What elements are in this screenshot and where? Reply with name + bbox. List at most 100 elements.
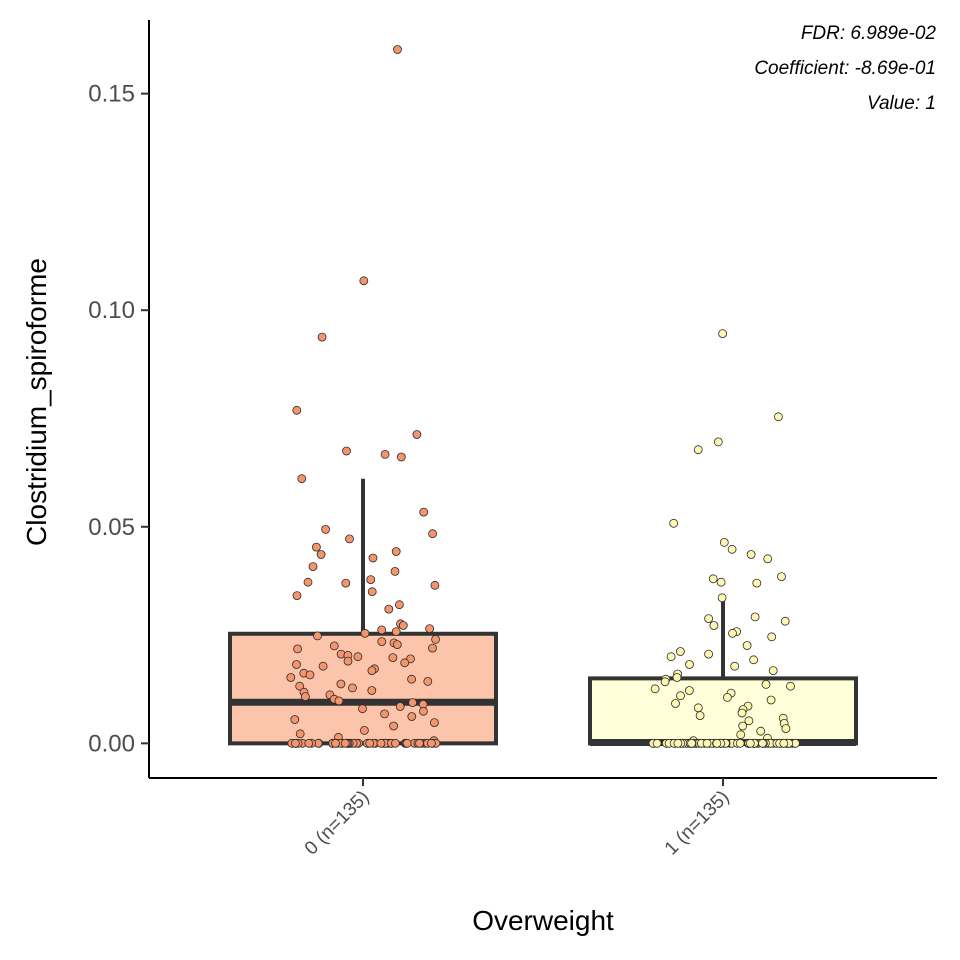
data-point: [286, 673, 296, 682]
group-1: [588, 329, 858, 748]
data-point: [687, 738, 696, 748]
data-point: [367, 666, 377, 675]
data-point: [316, 550, 326, 559]
data-point: [431, 635, 441, 644]
data-point: [716, 577, 726, 587]
data-point: [317, 332, 327, 342]
data-point: [766, 695, 776, 705]
group-0: [228, 45, 498, 748]
data-point: [398, 621, 408, 630]
data-point: [749, 655, 758, 665]
data-point: [652, 738, 662, 748]
data-point: [779, 738, 789, 748]
data-point: [727, 544, 737, 554]
data-point: [367, 686, 377, 695]
data-point: [384, 604, 394, 614]
data-point: [334, 696, 344, 706]
data-point: [415, 738, 424, 748]
data-point: [311, 542, 321, 552]
data-point: [685, 660, 694, 669]
data-point: [395, 702, 405, 711]
data-point: [292, 660, 301, 669]
data-point: [359, 276, 369, 286]
plot-area: [228, 45, 858, 748]
data-point: [425, 624, 435, 633]
data-point: [666, 652, 676, 662]
data-point: [308, 562, 318, 571]
data-point: [719, 538, 729, 547]
data-point: [709, 621, 719, 630]
data-point: [695, 711, 705, 720]
data-point: [780, 616, 790, 626]
data-point: [693, 703, 703, 713]
data-point: [735, 738, 745, 748]
fdr-annotation: FDR: 6.989e-02: [801, 23, 937, 44]
data-point: [329, 641, 339, 651]
data-point: [708, 574, 718, 584]
data-point: [704, 614, 713, 623]
data-point: [718, 329, 727, 339]
data-point: [292, 405, 302, 415]
data-point: [430, 580, 440, 590]
coefficient-annotation: Coefficient: -8.69e-01: [754, 58, 936, 79]
data-point: [767, 632, 777, 642]
x-tick-label: 0 (n=135): [301, 787, 374, 860]
data-point: [353, 652, 363, 662]
data-point: [388, 653, 398, 662]
data-point: [318, 661, 328, 671]
data-point: [365, 738, 375, 748]
data-point: [290, 715, 300, 724]
data-point: [428, 529, 438, 539]
data-point: [303, 577, 313, 587]
data-point: [331, 738, 340, 748]
data-point: [305, 670, 315, 680]
data-point: [297, 474, 307, 484]
data-point: [763, 554, 773, 564]
data-point: [786, 681, 795, 691]
data-point: [393, 45, 402, 54]
data-point: [394, 600, 404, 610]
data-point: [736, 730, 746, 740]
data-point: [359, 726, 369, 735]
data-point: [717, 593, 727, 603]
data-point: [774, 412, 783, 422]
data-point: [341, 578, 351, 588]
data-point: [669, 518, 679, 528]
data-point: [713, 437, 723, 447]
data-point: [345, 534, 354, 544]
data-point: [745, 738, 755, 748]
data-point: [723, 693, 732, 702]
y-tick-label: 0.15: [88, 81, 135, 108]
data-point: [693, 445, 703, 455]
data-point: [750, 612, 760, 622]
data-point: [742, 641, 752, 650]
data-point: [738, 721, 748, 731]
data-point: [290, 738, 300, 748]
data-point: [418, 706, 428, 716]
data-point: [758, 738, 767, 748]
data-point: [408, 698, 418, 707]
data-point: [389, 721, 399, 731]
data-point: [768, 666, 778, 675]
box: [588, 676, 858, 746]
data-point: [348, 683, 357, 693]
data-point: [400, 658, 410, 668]
data-point: [300, 692, 310, 701]
x-axis-title: Overweight: [472, 905, 614, 936]
y-tick-label: 0.00: [88, 730, 135, 757]
data-point: [340, 738, 350, 748]
data-point: [304, 738, 314, 748]
data-point: [376, 738, 386, 748]
data-point: [752, 578, 762, 588]
y-tick-label: 0.10: [88, 297, 135, 324]
data-point: [367, 587, 377, 597]
data-point: [777, 572, 786, 581]
x-tick-label: 1 (n=135): [661, 787, 734, 860]
y-tick-label: 0.05: [88, 514, 135, 541]
data-point: [426, 738, 436, 748]
data-point: [412, 430, 422, 439]
data-point: [744, 716, 754, 726]
data-point: [342, 446, 351, 456]
data-point: [407, 674, 417, 684]
